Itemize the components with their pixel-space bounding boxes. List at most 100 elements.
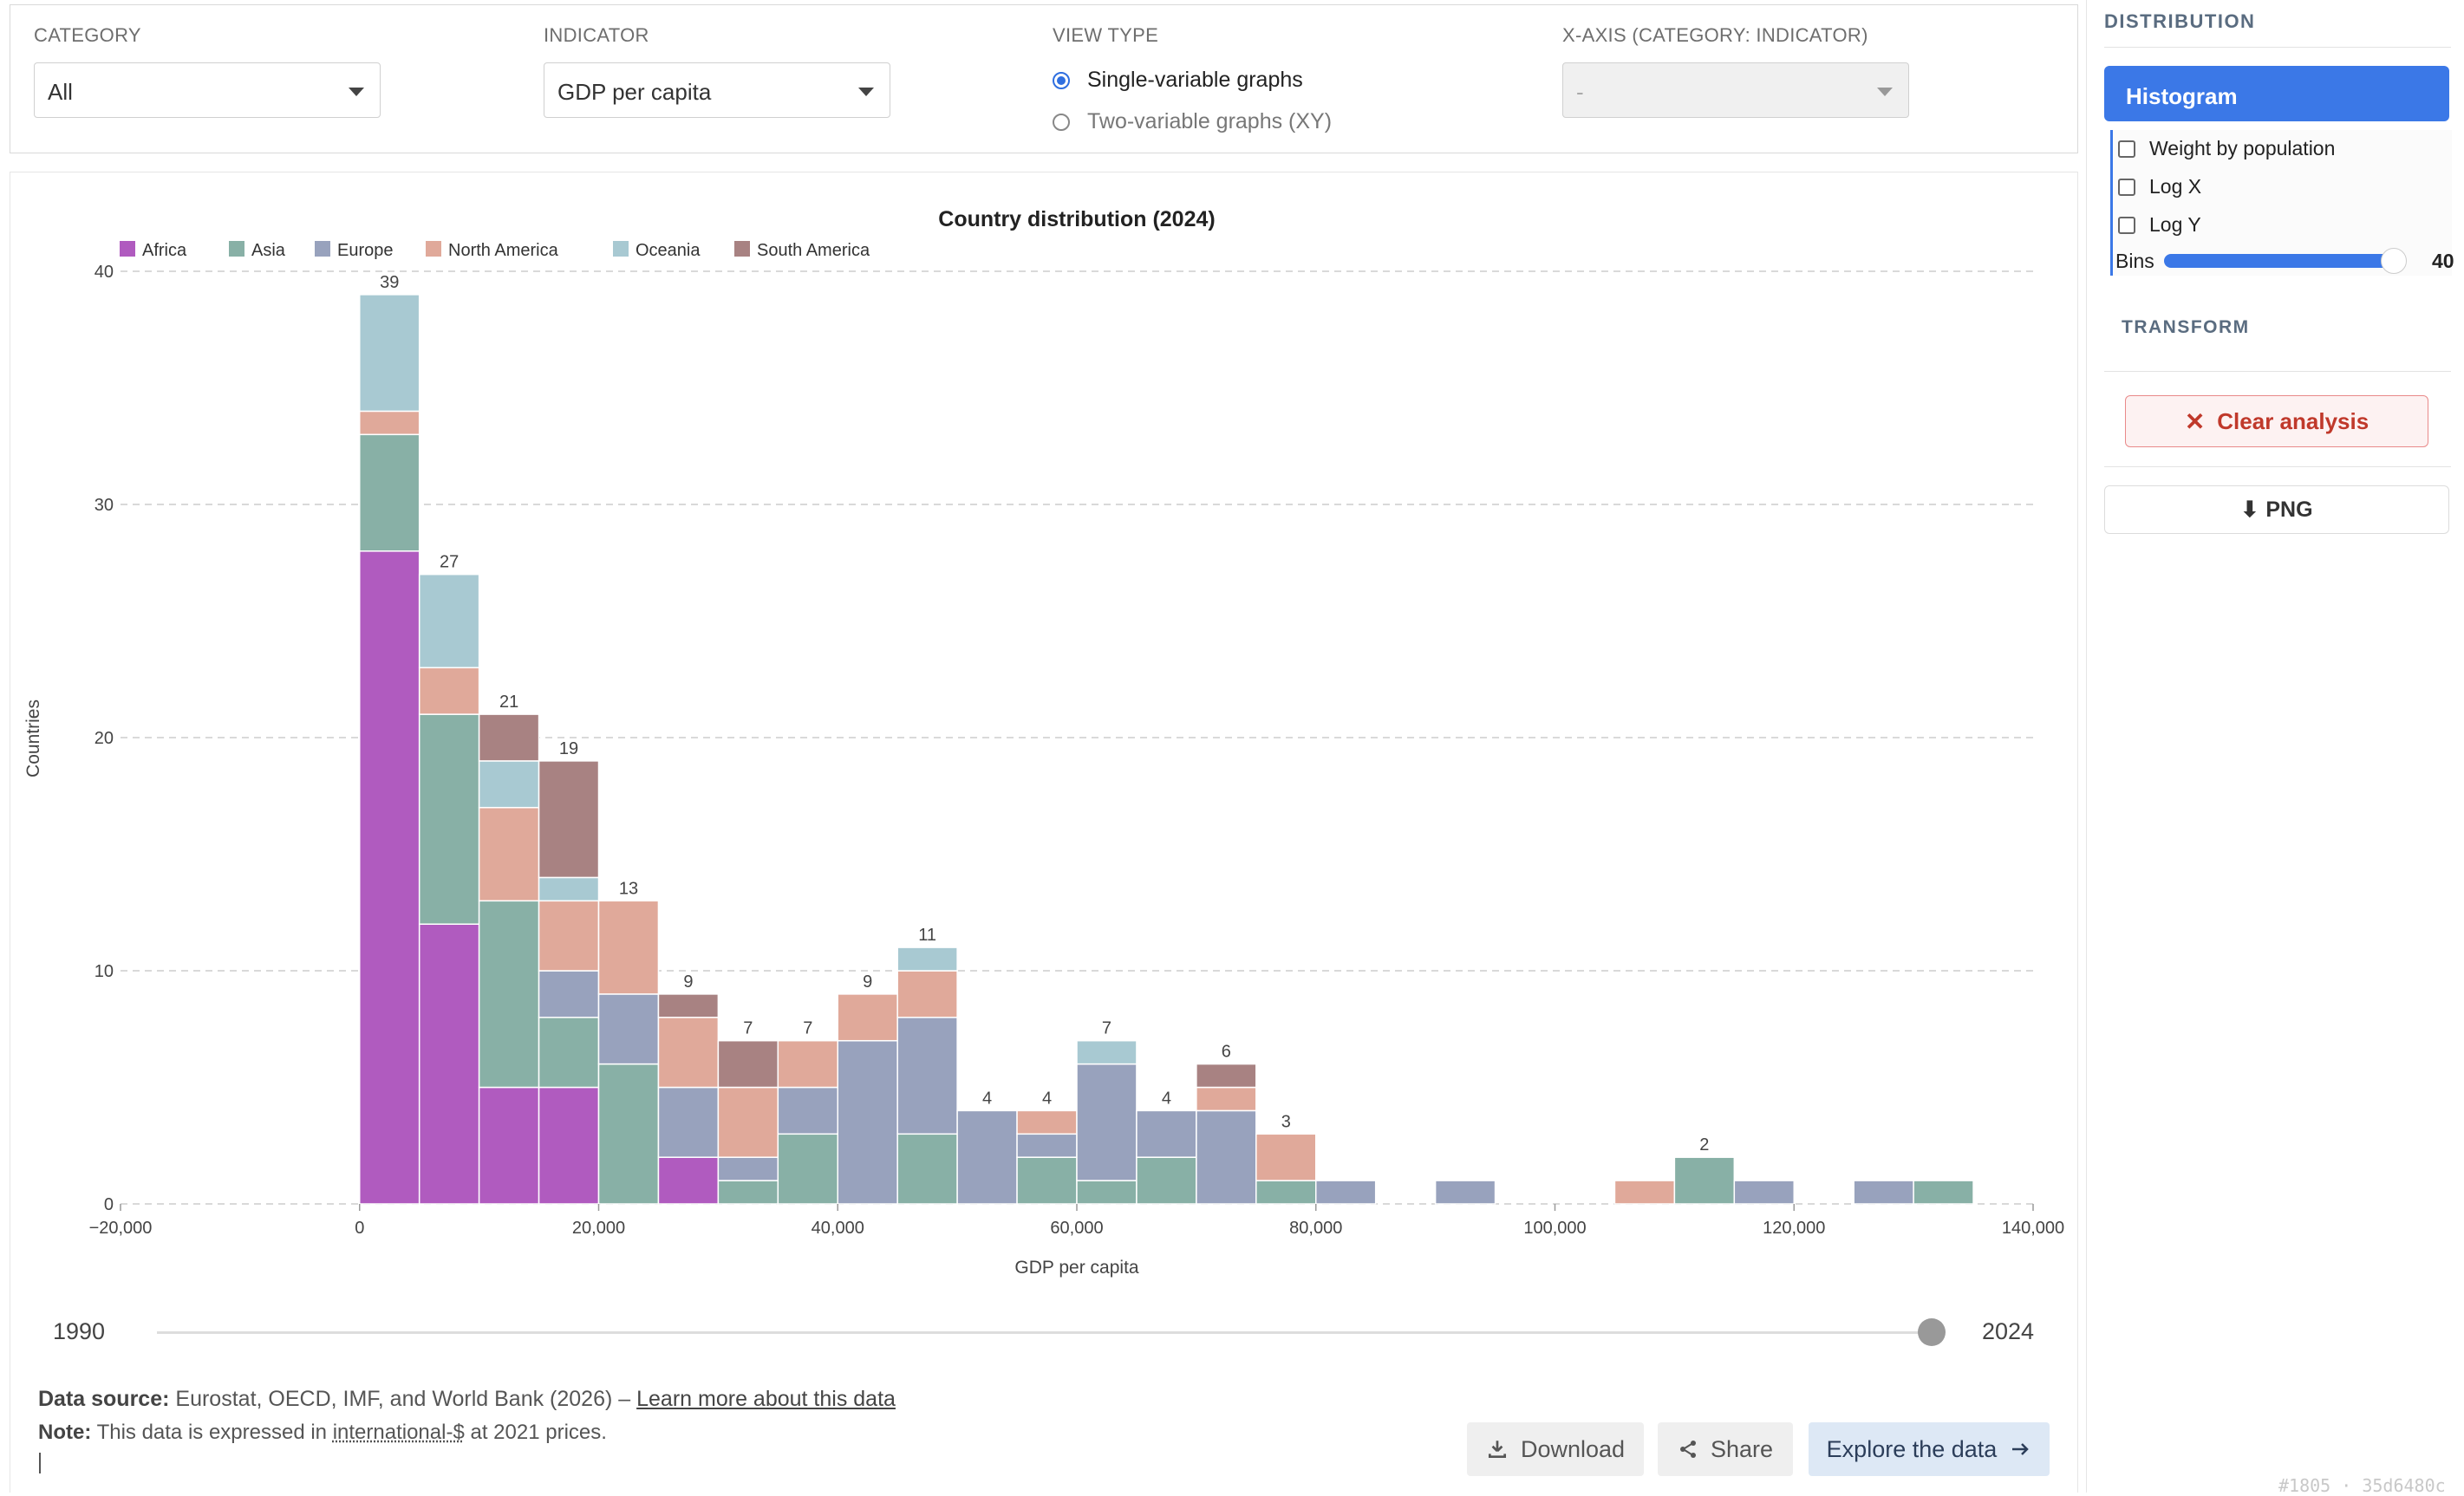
data-source-line: Data source: Eurostat, OECD, IMF, and Wo…: [38, 1387, 896, 1412]
histogram-bar-segment[interactable]: [479, 808, 539, 901]
histogram-bar-segment[interactable]: [658, 1088, 718, 1158]
histogram-bar-segment[interactable]: [1913, 1181, 1973, 1204]
clear-analysis-button[interactable]: ✕ Clear analysis: [2125, 395, 2428, 447]
histogram-bar-segment[interactable]: [539, 1018, 599, 1088]
histogram-bar-segment[interactable]: [1674, 1157, 1734, 1204]
time-slider-track[interactable]: [157, 1331, 1933, 1334]
histogram-bar-segment[interactable]: [1017, 1134, 1077, 1157]
histogram-bar-segment[interactable]: [1614, 1181, 1674, 1204]
histogram-bar-segment[interactable]: [1256, 1134, 1316, 1181]
explore-label: Explore the data: [1827, 1436, 1998, 1463]
histogram-bar-segment[interactable]: [420, 924, 479, 1204]
histogram-bar-segment[interactable]: [897, 971, 957, 1018]
bar-total-label: 4: [1042, 1089, 1052, 1108]
histogram-bar-segment[interactable]: [897, 1134, 957, 1204]
histogram-bar-segment[interactable]: [479, 761, 539, 808]
legend-swatch: [734, 241, 750, 257]
learn-more-link[interactable]: Learn more about this data: [636, 1387, 896, 1411]
histogram-bar-segment[interactable]: [658, 1157, 718, 1204]
histogram-bar-segment[interactable]: [539, 877, 599, 901]
time-slider-handle[interactable]: [1918, 1318, 1946, 1346]
histogram-bar-segment[interactable]: [599, 901, 659, 994]
download-label: Download: [1521, 1436, 1625, 1463]
log-y-option[interactable]: Log Y: [2118, 213, 2201, 237]
histogram-bar-segment[interactable]: [420, 667, 479, 714]
histogram-bar-segment[interactable]: [778, 1088, 838, 1135]
histogram-bar-segment[interactable]: [897, 1018, 957, 1135]
log-x-option[interactable]: Log X: [2118, 175, 2201, 198]
slider-start-year: 1990: [53, 1318, 105, 1345]
weight-by-population-option[interactable]: Weight by population: [2118, 137, 2335, 160]
checkbox-icon[interactable]: [2118, 217, 2135, 234]
explore-data-button[interactable]: Explore the data: [1809, 1422, 2050, 1476]
histogram-bar-segment[interactable]: [360, 411, 420, 434]
histogram-bar-segment[interactable]: [1077, 1041, 1137, 1064]
histogram-bar-segment[interactable]: [1137, 1157, 1196, 1204]
histogram-bar-segment[interactable]: [599, 994, 659, 1064]
x-tick-label: 80,000: [1289, 1219, 1342, 1238]
y-tick-label: 0: [104, 1195, 114, 1214]
international-dollar-link[interactable]: international-$: [333, 1421, 465, 1444]
download-button[interactable]: Download: [1467, 1422, 1644, 1476]
bar-total-label: 4: [982, 1089, 992, 1108]
histogram-bar-segment[interactable]: [718, 1088, 778, 1158]
histogram-bar-segment[interactable]: [1017, 1110, 1077, 1134]
histogram-bar-segment[interactable]: [360, 295, 420, 412]
histogram-bar-segment[interactable]: [718, 1041, 778, 1088]
png-label: PNG: [2265, 498, 2312, 523]
histogram-bar-segment[interactable]: [838, 994, 897, 1041]
histogram-bar-segment[interactable]: [539, 761, 599, 878]
x-tick-label: 140,000: [2002, 1219, 2064, 1238]
histogram-bar-segment[interactable]: [838, 1041, 897, 1204]
bar-total-label: 6: [1222, 1043, 1231, 1062]
histogram-bar-segment[interactable]: [1017, 1157, 1077, 1204]
histogram-bar-segment[interactable]: [360, 434, 420, 551]
chart-x-axis-label: GDP per capita: [1014, 1258, 1139, 1278]
histogram-bar-segment[interactable]: [1256, 1181, 1316, 1204]
bar-total-label: 4: [1162, 1089, 1171, 1108]
checkbox-icon[interactable]: [2118, 179, 2135, 196]
histogram-bar-segment[interactable]: [957, 1110, 1017, 1204]
histogram-bar-segment[interactable]: [897, 947, 957, 971]
histogram-bar-segment[interactable]: [360, 551, 420, 1204]
bins-slider-track[interactable]: [2164, 254, 2402, 268]
histogram-bar-segment[interactable]: [1316, 1181, 1376, 1204]
histogram-bar-segment[interactable]: [1077, 1064, 1137, 1181]
bins-slider-handle[interactable]: [2381, 248, 2407, 274]
histogram-bar-segment[interactable]: [718, 1157, 778, 1181]
histogram-bar-segment[interactable]: [599, 1064, 659, 1204]
histogram-bar-segment[interactable]: [778, 1041, 838, 1088]
histogram-bar-segment[interactable]: [420, 575, 479, 668]
histogram-bar-segment[interactable]: [479, 714, 539, 761]
weight-by-population-label: Weight by population: [2149, 137, 2335, 160]
x-tick-label: 60,000: [1050, 1219, 1103, 1238]
data-source-text: Eurostat, OECD, IMF, and World Bank (202…: [175, 1387, 630, 1411]
histogram-bar-segment[interactable]: [1734, 1181, 1794, 1204]
histogram-bar-segment[interactable]: [1436, 1181, 1496, 1204]
histogram-bar-segment[interactable]: [539, 901, 599, 971]
histogram-bar-segment[interactable]: [778, 1134, 838, 1204]
legend-label: Oceania: [636, 241, 701, 260]
histogram-tab[interactable]: Histogram: [2104, 66, 2449, 121]
download-png-button[interactable]: ⬇ PNG: [2104, 485, 2449, 534]
histogram-bar-segment[interactable]: [1137, 1110, 1196, 1157]
histogram-bar-segment[interactable]: [1196, 1088, 1256, 1111]
histogram-bar-segment[interactable]: [658, 994, 718, 1018]
transform-title: TRANSFORM: [2122, 317, 2250, 338]
histogram-bar-segment[interactable]: [658, 1018, 718, 1088]
histogram-bar-segment[interactable]: [1854, 1181, 1913, 1204]
histogram-bar-segment[interactable]: [718, 1181, 778, 1204]
histogram-bar-segment[interactable]: [479, 901, 539, 1087]
histogram-bar-segment[interactable]: [420, 714, 479, 924]
histogram-bar-segment[interactable]: [539, 971, 599, 1018]
checkbox-icon[interactable]: [2118, 140, 2135, 158]
slider-end-year: 2024: [1982, 1318, 2034, 1345]
histogram-bar-segment[interactable]: [1196, 1110, 1256, 1204]
histogram-bar-segment[interactable]: [1077, 1181, 1137, 1204]
histogram-bar-segment[interactable]: [479, 1088, 539, 1205]
share-button[interactable]: Share: [1658, 1422, 1793, 1476]
divider: [2104, 466, 2451, 467]
histogram-bar-segment[interactable]: [539, 1088, 599, 1205]
note-text-end: at 2021 prices.: [470, 1421, 606, 1444]
histogram-bar-segment[interactable]: [1196, 1064, 1256, 1088]
